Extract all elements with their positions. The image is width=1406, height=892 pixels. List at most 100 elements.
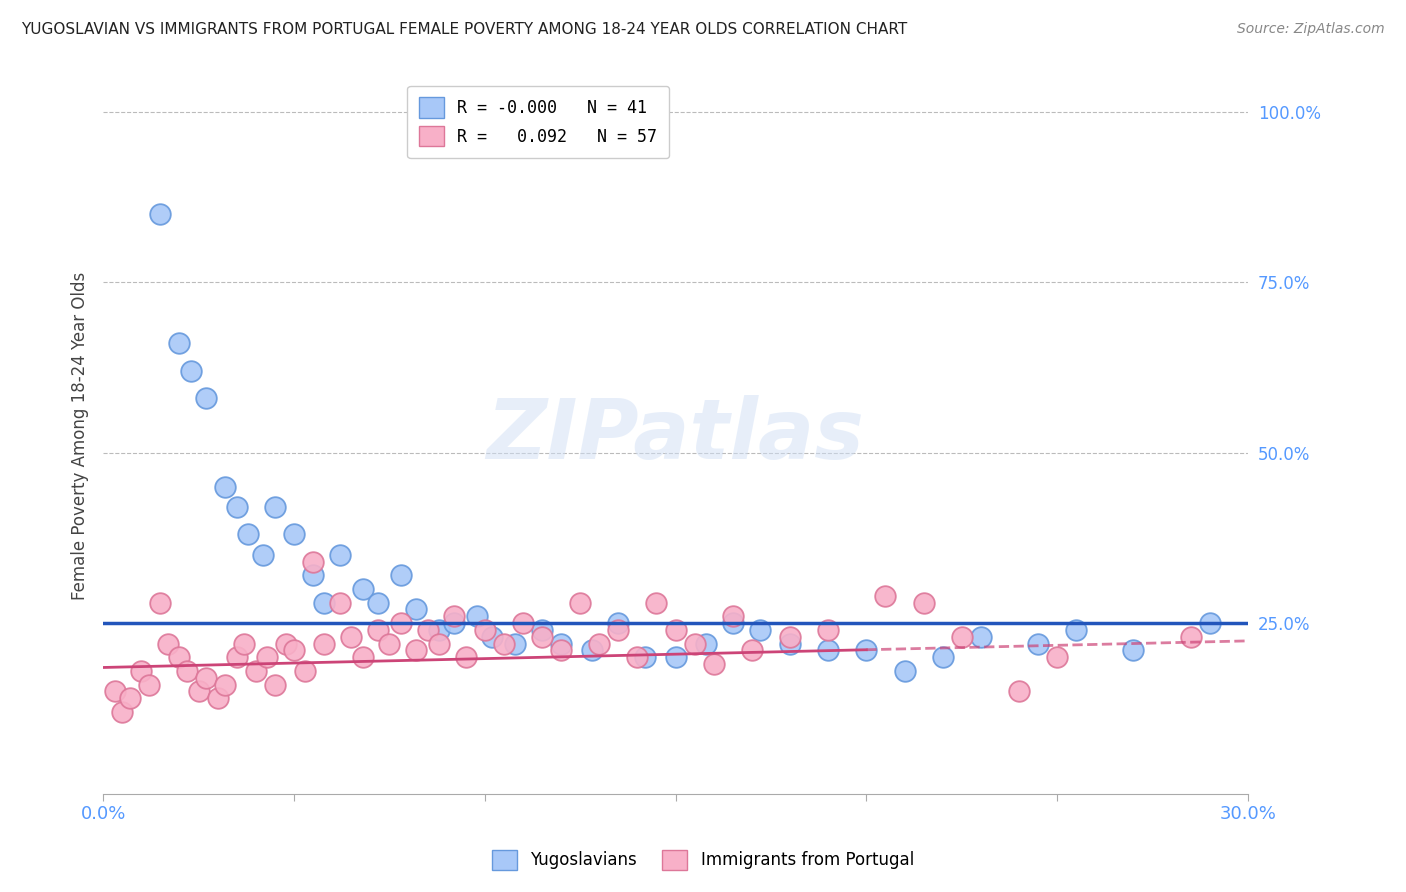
Point bbox=[474, 623, 496, 637]
Point bbox=[405, 602, 427, 616]
Point bbox=[389, 568, 412, 582]
Point bbox=[225, 500, 247, 515]
Point bbox=[138, 677, 160, 691]
Point bbox=[302, 568, 325, 582]
Point bbox=[817, 623, 839, 637]
Point bbox=[1198, 616, 1220, 631]
Point bbox=[454, 650, 477, 665]
Point bbox=[180, 364, 202, 378]
Point bbox=[512, 616, 534, 631]
Point bbox=[530, 623, 553, 637]
Point bbox=[302, 555, 325, 569]
Point bbox=[195, 391, 218, 405]
Point bbox=[664, 623, 686, 637]
Point bbox=[626, 650, 648, 665]
Point bbox=[367, 596, 389, 610]
Point bbox=[1008, 684, 1031, 698]
Point bbox=[169, 650, 191, 665]
Point bbox=[149, 207, 172, 221]
Point bbox=[187, 684, 209, 698]
Point bbox=[214, 677, 236, 691]
Point bbox=[156, 637, 179, 651]
Point bbox=[931, 650, 953, 665]
Point bbox=[550, 643, 572, 657]
Point bbox=[748, 623, 770, 637]
Point bbox=[294, 664, 316, 678]
Y-axis label: Female Poverty Among 18-24 Year Olds: Female Poverty Among 18-24 Year Olds bbox=[72, 271, 89, 599]
Point bbox=[236, 527, 259, 541]
Point bbox=[405, 643, 427, 657]
Point bbox=[263, 677, 285, 691]
Point bbox=[950, 630, 973, 644]
Point bbox=[607, 616, 630, 631]
Point bbox=[530, 630, 553, 644]
Point bbox=[329, 596, 352, 610]
Point bbox=[1026, 637, 1049, 651]
Point bbox=[245, 664, 267, 678]
Point bbox=[340, 630, 363, 644]
Point bbox=[1064, 623, 1087, 637]
Point bbox=[893, 664, 915, 678]
Point bbox=[721, 609, 744, 624]
Legend: R = -0.000   N = 41, R =   0.092   N = 57: R = -0.000 N = 41, R = 0.092 N = 57 bbox=[408, 86, 669, 158]
Point bbox=[352, 650, 374, 665]
Point bbox=[389, 616, 412, 631]
Point bbox=[111, 705, 134, 719]
Point bbox=[741, 643, 763, 657]
Point bbox=[912, 596, 935, 610]
Point bbox=[779, 637, 801, 651]
Point bbox=[283, 527, 305, 541]
Point bbox=[256, 650, 278, 665]
Point bbox=[176, 664, 198, 678]
Point bbox=[1046, 650, 1069, 665]
Point bbox=[695, 637, 717, 651]
Point bbox=[378, 637, 401, 651]
Point bbox=[367, 623, 389, 637]
Point bbox=[683, 637, 706, 651]
Point bbox=[721, 616, 744, 631]
Point bbox=[443, 616, 465, 631]
Point bbox=[214, 480, 236, 494]
Point bbox=[207, 691, 229, 706]
Point bbox=[427, 637, 450, 651]
Point bbox=[225, 650, 247, 665]
Point bbox=[103, 684, 125, 698]
Point bbox=[252, 548, 274, 562]
Point bbox=[314, 596, 336, 610]
Point bbox=[276, 637, 298, 651]
Point bbox=[129, 664, 152, 678]
Point bbox=[581, 643, 603, 657]
Point bbox=[1122, 643, 1144, 657]
Legend: Yugoslavians, Immigrants from Portugal: Yugoslavians, Immigrants from Portugal bbox=[485, 843, 921, 877]
Point bbox=[233, 637, 256, 651]
Point bbox=[588, 637, 610, 651]
Point bbox=[503, 637, 526, 651]
Point bbox=[607, 623, 630, 637]
Point bbox=[481, 630, 503, 644]
Point bbox=[283, 643, 305, 657]
Point bbox=[169, 336, 191, 351]
Point bbox=[569, 596, 592, 610]
Point bbox=[118, 691, 141, 706]
Point bbox=[703, 657, 725, 671]
Point bbox=[1180, 630, 1202, 644]
Point bbox=[550, 637, 572, 651]
Point bbox=[634, 650, 657, 665]
Point bbox=[195, 671, 218, 685]
Point bbox=[875, 589, 897, 603]
Point bbox=[329, 548, 352, 562]
Point bbox=[855, 643, 877, 657]
Point bbox=[314, 637, 336, 651]
Text: ZIPatlas: ZIPatlas bbox=[486, 395, 865, 476]
Point bbox=[970, 630, 993, 644]
Point bbox=[779, 630, 801, 644]
Point bbox=[427, 623, 450, 637]
Point bbox=[664, 650, 686, 665]
Point bbox=[149, 596, 172, 610]
Point bbox=[416, 623, 439, 637]
Point bbox=[645, 596, 668, 610]
Point bbox=[465, 609, 488, 624]
Point bbox=[492, 637, 515, 651]
Point bbox=[817, 643, 839, 657]
Point bbox=[352, 582, 374, 596]
